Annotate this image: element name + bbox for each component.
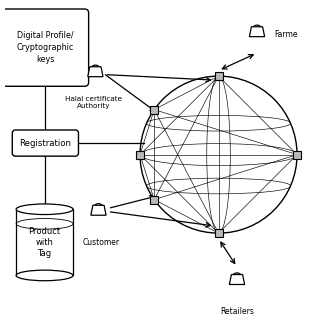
FancyBboxPatch shape <box>215 72 223 80</box>
Polygon shape <box>249 27 265 37</box>
Polygon shape <box>91 205 106 215</box>
FancyBboxPatch shape <box>215 229 223 237</box>
Text: Retailers: Retailers <box>220 307 254 316</box>
FancyBboxPatch shape <box>136 151 144 158</box>
Text: Registration: Registration <box>19 139 71 148</box>
Text: Farme: Farme <box>274 30 297 39</box>
Circle shape <box>94 204 103 213</box>
FancyBboxPatch shape <box>12 130 79 156</box>
Text: Halal certificate
Authority: Halal certificate Authority <box>65 96 122 109</box>
Polygon shape <box>16 209 73 275</box>
Ellipse shape <box>16 270 73 281</box>
Text: Digital Profile/
Cryptographic
keys: Digital Profile/ Cryptographic keys <box>17 31 74 64</box>
FancyBboxPatch shape <box>150 106 158 113</box>
Text: Customer: Customer <box>83 238 120 247</box>
Polygon shape <box>230 275 245 284</box>
Ellipse shape <box>140 76 297 233</box>
Text: Product
with
Tag: Product with Tag <box>29 227 61 258</box>
Circle shape <box>232 273 242 283</box>
Circle shape <box>252 25 262 35</box>
FancyBboxPatch shape <box>293 151 301 158</box>
Polygon shape <box>88 67 103 77</box>
Ellipse shape <box>16 204 73 215</box>
Circle shape <box>90 65 100 75</box>
FancyBboxPatch shape <box>150 196 158 204</box>
FancyBboxPatch shape <box>2 9 89 86</box>
